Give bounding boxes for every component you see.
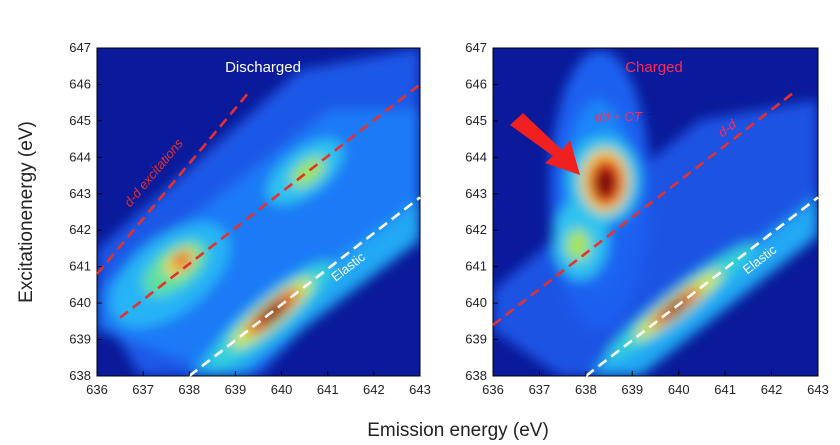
x-tick-label: 639 [621,382,643,397]
y-tick-label: 638 [69,368,91,383]
y-tick-label: 645 [69,113,91,128]
x-tick-label: 642 [363,382,385,397]
annotation-dd-ct: dd + CT [595,109,643,124]
x-tick-label: 636 [86,382,108,397]
y-tick-label: 642 [465,222,487,237]
guide-line [585,196,819,378]
x-tick-label: 643 [807,382,829,397]
x-tick-label: 642 [761,382,783,397]
y-tick-label: 643 [465,186,487,201]
y-tick-label: 640 [465,295,487,310]
x-axis-discharged: 636 637 638 639 640 641 642 643 [86,371,431,397]
y-tick-label: 641 [69,259,91,274]
y-tick-label: 643 [69,186,91,201]
x-tick-label: 639 [225,382,247,397]
x-tick-label: 638 [178,382,200,397]
y-tick-label: 638 [465,368,487,383]
dd-ct-arrow-icon [510,113,580,175]
x-tick-label: 638 [575,382,597,397]
x-tick-label: 636 [482,382,504,397]
y-tick-label: 644 [465,149,487,164]
x-tick-label: 640 [668,382,690,397]
x-tick-label: 637 [529,382,551,397]
x-axis-title: Emission energy (eV) [367,420,549,441]
guide-line [96,90,251,275]
y-tick-label: 644 [69,149,91,164]
panel-title-discharged: Discharged [225,59,301,76]
y-tick-label: 646 [465,76,487,91]
y-axis-title: Excitationenergy (eV) [16,121,37,303]
y-tick-label: 639 [465,332,487,347]
y-tick-label: 642 [69,222,91,237]
y-tick-label: 639 [69,332,91,347]
panel-title-charged: Charged [625,59,683,76]
y-tick-label: 640 [69,295,91,310]
x-tick-label: 641 [317,382,339,397]
x-tick-label: 640 [271,382,293,397]
x-tick-label: 637 [132,382,154,397]
y-tick-label: 641 [465,259,487,274]
x-tick-label: 643 [409,382,431,397]
y-tick-label: 645 [465,113,487,128]
guide-line [188,196,421,378]
y-axis-discharged: 638 639 640 641 642 643 644 645 646 647 [69,40,102,383]
y-tick-label: 646 [69,76,91,91]
x-tick-label: 641 [714,382,736,397]
y-axis-charged: 638 639 640 641 642 643 644 645 646 647 [465,40,498,383]
y-tick-label: 647 [69,40,91,55]
x-axis-charged: 636 637 638 639 640 641 642 643 [482,371,829,397]
y-tick-label: 647 [465,40,487,55]
